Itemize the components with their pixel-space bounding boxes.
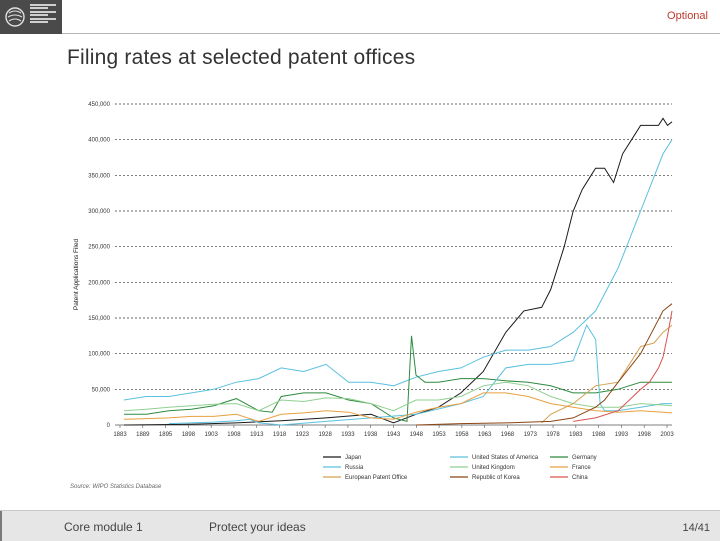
x-tick-label: 1958 — [455, 432, 469, 438]
legend-label: China — [572, 475, 588, 481]
y-tick-label: 200,000 — [88, 280, 110, 286]
y-tick-label: 50,000 — [92, 387, 111, 393]
footer-edge — [0, 511, 2, 541]
x-tick-label: 1928 — [318, 432, 332, 438]
y-tick-label: 400,000 — [88, 138, 110, 144]
series-line-5 — [123, 381, 673, 412]
x-tick-label: 1913 — [250, 432, 264, 438]
epo-logo-icon — [5, 7, 25, 27]
x-tick-label: 1923 — [296, 432, 310, 438]
y-tick-label: 0 — [107, 423, 111, 429]
x-tick-label: 1988 — [592, 432, 606, 438]
x-tick-label: 1973 — [524, 432, 538, 438]
footer-slogan: Protect your ideas — [209, 520, 306, 534]
x-tick-label: 1978 — [546, 432, 560, 438]
series-line-4 — [168, 323, 672, 426]
footer-bar: Core module 1 Protect your ideas 14/41 — [0, 510, 720, 541]
x-tick-label: 1968 — [501, 432, 515, 438]
x-tick-label: 1898 — [182, 432, 196, 438]
x-tick-label: 2003 — [660, 432, 674, 438]
y-tick-label: 150,000 — [88, 316, 110, 322]
x-tick-label: 1943 — [387, 432, 401, 438]
legend-label: Germany — [572, 455, 597, 461]
y-tick-label: 100,000 — [88, 352, 110, 358]
logo-wordmark — [30, 4, 60, 30]
x-tick-label: 1918 — [273, 432, 287, 438]
x-tick-label: 1983 — [569, 432, 583, 438]
x-tick-label: 1933 — [341, 432, 355, 438]
y-tick-label: 350,000 — [88, 173, 110, 179]
legend-label: Russia — [345, 465, 364, 471]
y-tick-label: 300,000 — [88, 209, 110, 215]
footer-module: Core module 1 — [64, 520, 143, 534]
y-tick-label: 250,000 — [88, 245, 110, 251]
logo — [0, 0, 62, 34]
legend-label: United States of America — [472, 455, 539, 461]
series-line-6 — [123, 392, 673, 422]
page-number: 14/41 — [682, 522, 710, 534]
y-axis-title: Patent Applications Filed — [73, 239, 80, 311]
x-tick-label: 1948 — [410, 432, 424, 438]
legend-label: European Patent Office — [345, 475, 408, 481]
x-tick-label: 1889 — [136, 432, 150, 438]
page-title: Filing rates at selected patent offices — [67, 46, 416, 69]
optional-label: Optional — [667, 10, 708, 22]
x-tick-label: 1938 — [364, 432, 378, 438]
header-divider — [62, 33, 720, 34]
x-tick-label: 1895 — [159, 432, 173, 438]
legend-label: France — [572, 465, 591, 471]
legend-label: Republic of Korea — [472, 475, 520, 481]
series-line-3 — [124, 335, 672, 423]
filing-rates-line-chart: 0 50,000 100,000 150,000 200,000 250,000 300,0… — [73, 102, 674, 481]
legend-label: United Kingdom — [472, 465, 515, 471]
series-line-1 — [123, 117, 673, 426]
x-tick-label: 1998 — [638, 432, 652, 438]
x-tick-label: 1883 — [113, 432, 127, 438]
series-line-8 — [415, 303, 673, 426]
x-tick-label: 1953 — [432, 432, 446, 438]
series-line-2 — [123, 139, 673, 401]
x-tick-label: 1963 — [478, 432, 492, 438]
legend-label: Japan — [345, 455, 361, 461]
x-tick-label: 1908 — [227, 432, 241, 438]
y-tick-label: 450,000 — [88, 102, 110, 108]
series-line-9 — [573, 310, 673, 422]
x-tick-label: 1903 — [204, 432, 218, 438]
x-tick-label: 1993 — [615, 432, 629, 438]
source-note: Source: WIPO Statistics Database — [70, 484, 162, 490]
